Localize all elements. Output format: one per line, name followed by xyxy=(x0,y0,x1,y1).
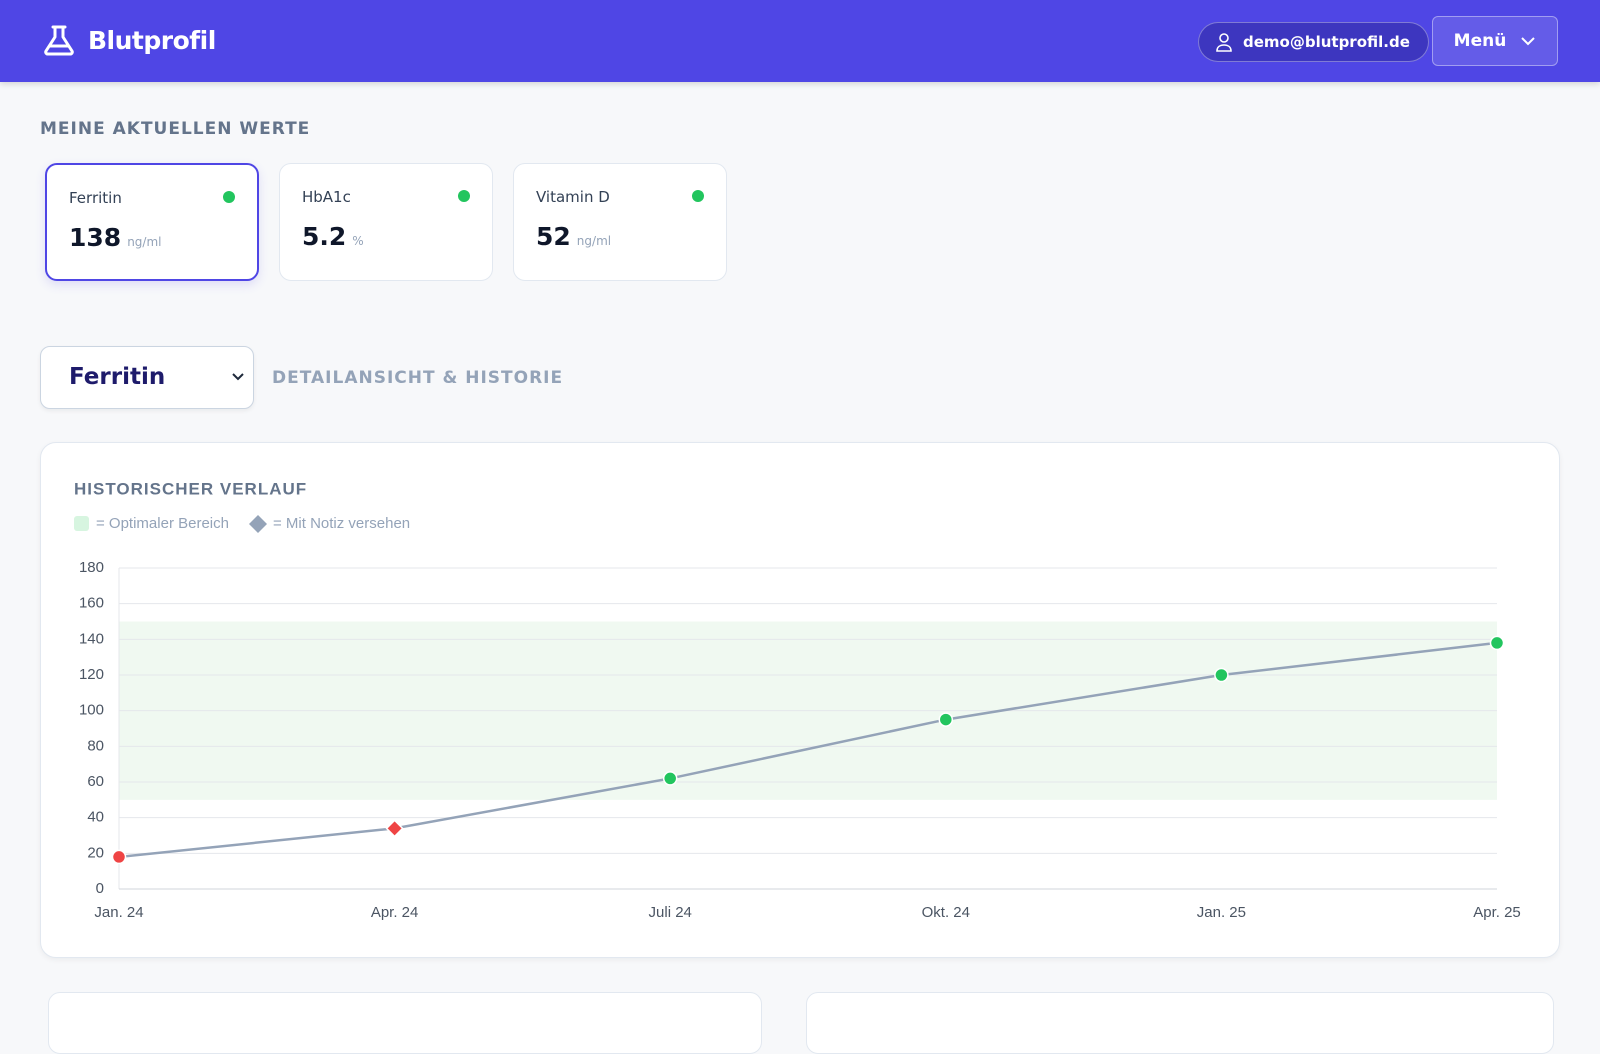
status-dot xyxy=(692,190,704,202)
flask-icon xyxy=(44,25,74,56)
legend-swatch xyxy=(74,516,89,531)
value: 138 xyxy=(69,223,122,252)
y-tick-label: 100 xyxy=(79,702,104,719)
unit: % xyxy=(352,234,364,248)
card-value: 138 ng/ml xyxy=(69,223,161,252)
brand[interactable]: Blutprofil xyxy=(42,24,216,56)
unit: ng/ml xyxy=(127,235,162,249)
data-point xyxy=(1214,667,1229,683)
data-point xyxy=(662,771,678,786)
card-name: Vitamin D xyxy=(536,188,610,206)
chart-card: HISTORISCHER VERLAUF = Optimaler Bereich… xyxy=(40,442,1560,958)
data-point xyxy=(938,712,954,727)
y-tick-label: 140 xyxy=(79,630,104,647)
next-card xyxy=(806,992,1554,1054)
card-value: 52 ng/ml xyxy=(536,222,611,251)
unit: ng/ml xyxy=(576,234,612,248)
card-name: Ferritin xyxy=(69,189,122,207)
value-card[interactable]: Ferritin 138 ng/ml xyxy=(45,163,259,281)
value-card[interactable]: Vitamin D 52 ng/ml xyxy=(513,163,727,281)
x-tick-label: Juli 24 xyxy=(649,904,692,921)
data-point xyxy=(1489,635,1505,651)
chart-title: HISTORISCHER VERLAUF xyxy=(74,479,307,498)
y-tick-label: 160 xyxy=(79,595,104,612)
y-tick-label: 60 xyxy=(87,773,104,790)
brand-name: Blutprofil xyxy=(88,25,216,55)
user-email: demo@blutprofil.de xyxy=(1243,33,1410,51)
y-tick-label: 120 xyxy=(79,666,104,683)
user-button[interactable]: demo@blutprofil.de xyxy=(1198,22,1429,62)
value: 5.2 xyxy=(302,222,347,251)
legend-label: = Mit Notiz versehen xyxy=(273,515,410,532)
parameter-select[interactable]: Ferritin xyxy=(40,346,254,409)
section-title: MEINE AKTUELLEN WERTE xyxy=(40,119,311,139)
next-card xyxy=(48,992,762,1054)
y-tick-label: 180 xyxy=(79,559,104,576)
user-icon xyxy=(1216,33,1232,52)
legend-label: = Optimaler Bereich xyxy=(96,515,229,532)
y-tick-label: 0 xyxy=(96,880,104,897)
chart: HISTORISCHER VERLAUF = Optimaler Bereich… xyxy=(74,479,1521,921)
x-tick-label: Jan. 25 xyxy=(1197,904,1246,921)
menu-label: Menü xyxy=(1453,31,1507,51)
y-tick-label: 40 xyxy=(87,809,104,826)
card-name: HbA1c xyxy=(302,188,351,206)
line xyxy=(118,641,1498,859)
header: Blutprofil demo@blutprofil.de Menü xyxy=(0,0,1600,82)
value: 52 xyxy=(536,222,571,251)
x-tick-label: Apr. 24 xyxy=(371,904,419,921)
status-dot xyxy=(223,191,235,203)
x-tick-label: Okt. 24 xyxy=(922,904,970,921)
chevron xyxy=(1521,37,1536,46)
selected-parameter: Ferritin xyxy=(69,364,166,390)
x-tick-label: Apr. 25 xyxy=(1473,904,1521,921)
menu-button[interactable]: Menü xyxy=(1432,16,1558,66)
chevron xyxy=(232,373,244,381)
x-tick-label: Jan. 24 xyxy=(94,904,143,921)
data-point-noted xyxy=(385,819,404,838)
y-tick-label: 80 xyxy=(87,737,104,754)
legend-diamond xyxy=(248,515,267,533)
data-point xyxy=(111,849,127,865)
y-tick-label: 20 xyxy=(87,844,104,861)
card-value: 5.2% xyxy=(302,222,364,251)
status-dot xyxy=(458,190,470,202)
detail-subtitle: DETAILANSICHT & HISTORIE xyxy=(272,368,564,388)
value-card[interactable]: HbA1c 5.2% xyxy=(279,163,493,281)
